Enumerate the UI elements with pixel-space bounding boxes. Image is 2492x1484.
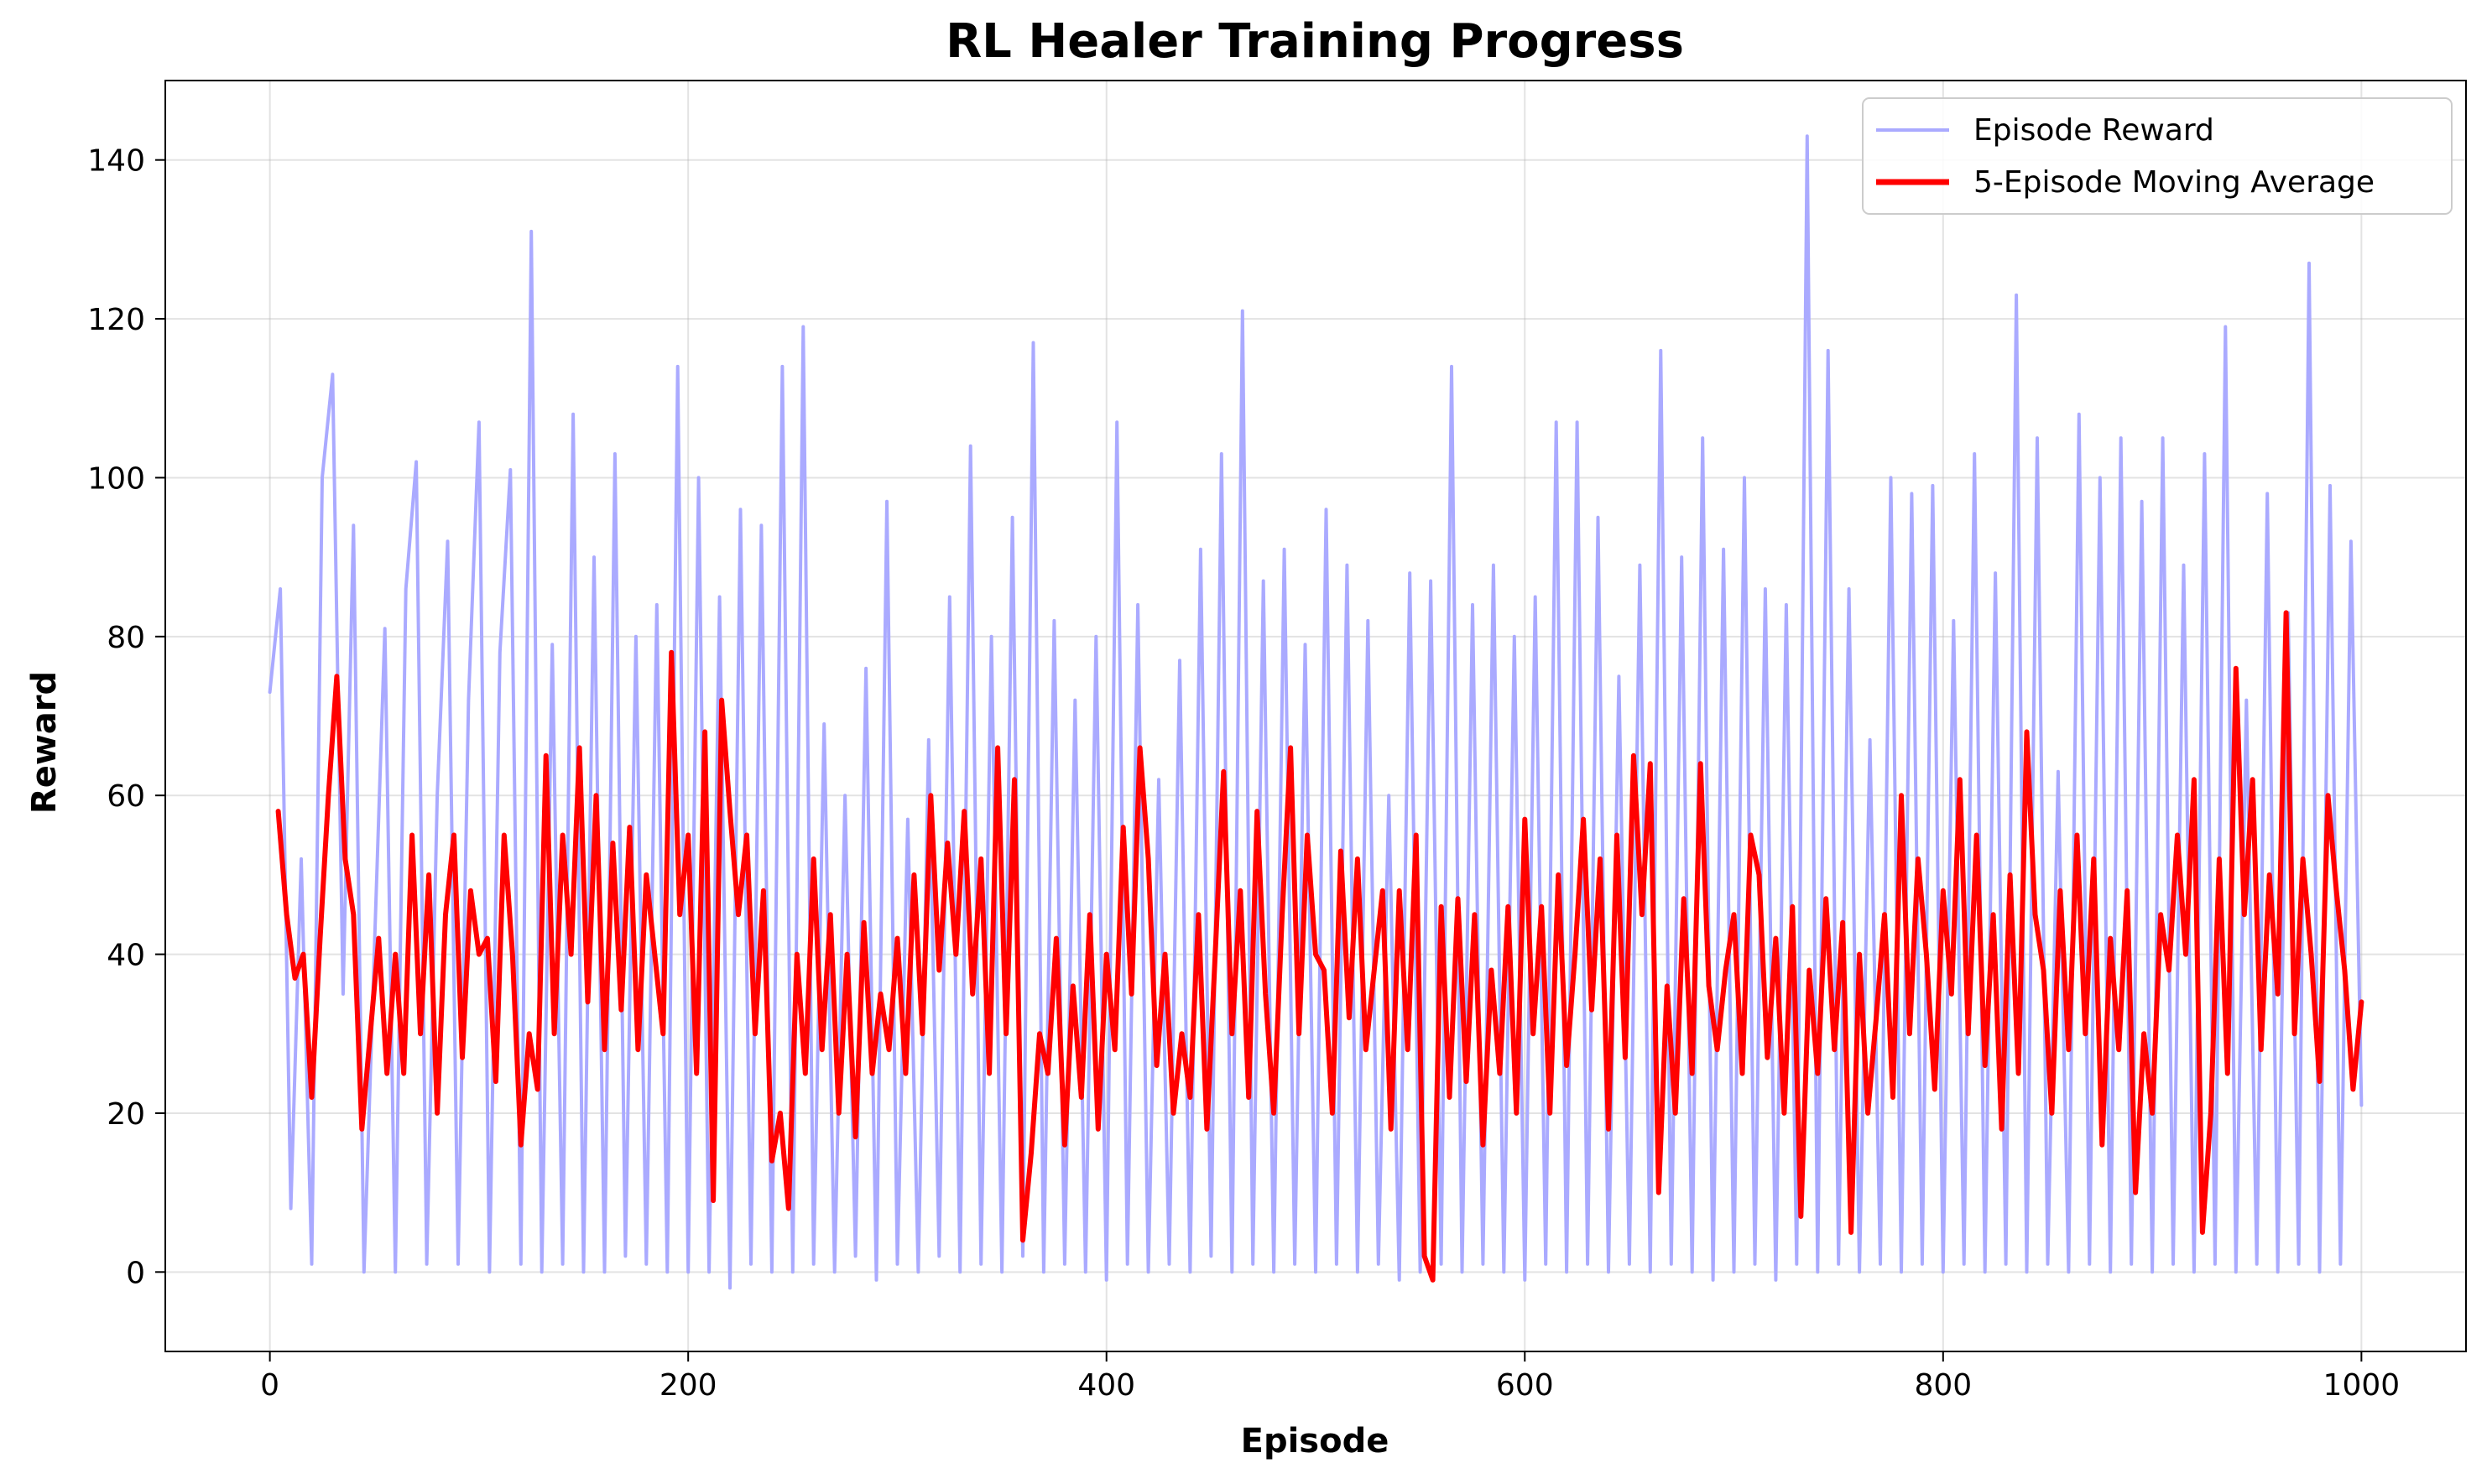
y-axis-label: Reward — [25, 671, 64, 814]
chart-title: RL Healer Training Progress — [946, 14, 1684, 69]
series-line-moving-average — [275, 610, 2364, 1283]
x-tick-label: 1000 — [2323, 1368, 2401, 1403]
y-tick-label: 120 — [87, 303, 145, 337]
y-tick-label: 80 — [107, 621, 145, 655]
y-tick-label: 40 — [107, 939, 145, 973]
legend-box — [1862, 97, 2453, 215]
y-tick-label: 60 — [107, 779, 145, 814]
y-tick-label: 100 — [87, 461, 145, 496]
legend: Episode Reward 5-Episode Moving Average — [1862, 97, 2453, 215]
x-tick-label: 200 — [659, 1368, 717, 1403]
y-tick-label: 0 — [126, 1256, 145, 1290]
x-tick-label: 600 — [1496, 1368, 1554, 1403]
axis-ticks: 0 200 400 600 800 1000 0 20 40 60 80 100 120 140 — [87, 144, 2400, 1403]
y-tick-label: 20 — [107, 1097, 145, 1132]
x-tick-label: 0 — [260, 1368, 279, 1403]
x-axis-label: Episode — [1241, 1422, 1389, 1461]
legend-label-episode-reward: Episode Reward — [1973, 113, 2214, 148]
series-line-episode-reward — [268, 134, 2364, 1290]
plot-area-frame — [164, 80, 2467, 1352]
legend-label-moving-average: 5-Episode Moving Average — [1973, 165, 2375, 200]
y-tick-label: 140 — [87, 144, 145, 179]
x-tick-label: 800 — [1914, 1368, 1972, 1403]
series-layer — [268, 134, 2364, 1290]
x-tick-label: 400 — [1077, 1368, 1135, 1403]
